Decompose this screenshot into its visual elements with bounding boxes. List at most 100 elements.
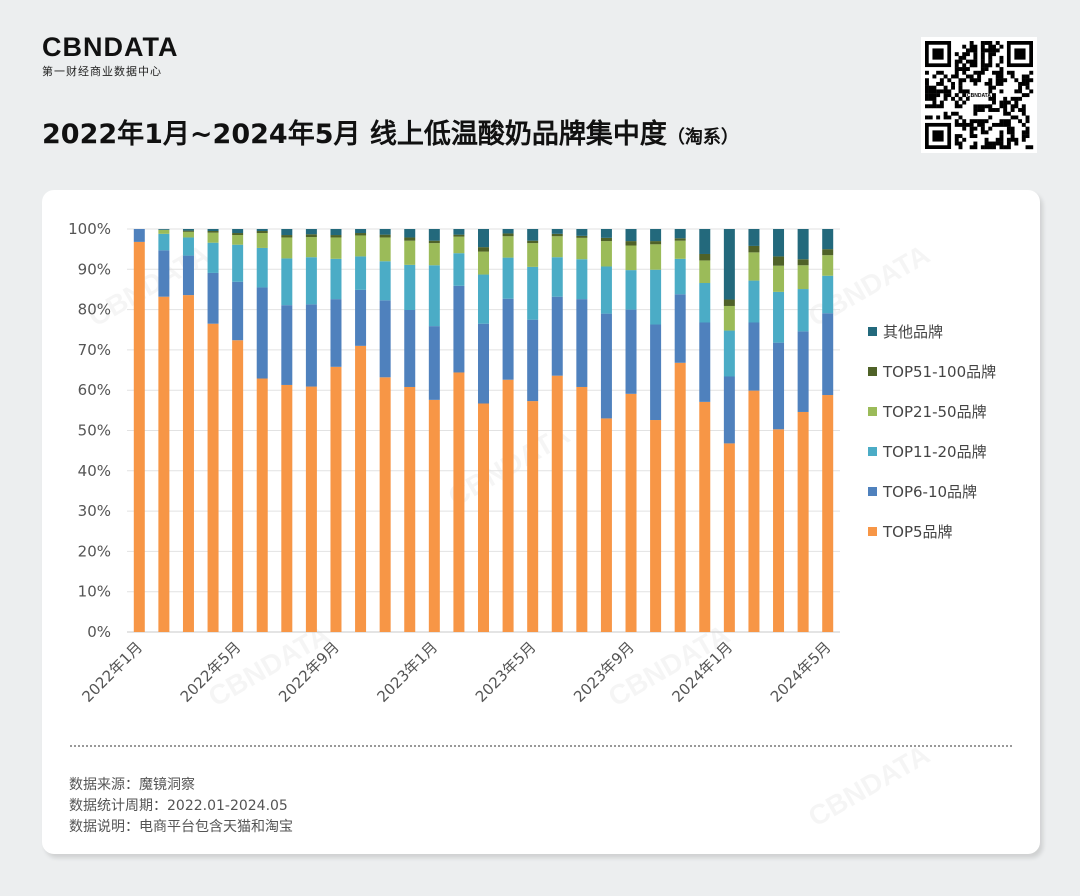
qr-module — [973, 111, 978, 116]
qr-module — [1006, 111, 1011, 116]
qr-module — [1003, 145, 1008, 150]
qr-module — [965, 67, 970, 71]
qr-module — [980, 63, 985, 68]
bar-segment — [256, 378, 268, 632]
qr-module — [980, 55, 985, 60]
bar-segment — [625, 393, 637, 632]
qr-module — [969, 59, 974, 64]
bar-segment — [527, 243, 539, 267]
bar-segment — [650, 241, 662, 245]
bar-segment — [773, 291, 785, 343]
qr-module — [954, 63, 959, 68]
qr-module — [1025, 130, 1030, 135]
bar-segment — [379, 300, 391, 378]
y-tick-label: 0% — [87, 623, 111, 641]
bar-segment — [404, 229, 416, 238]
qr-module — [1006, 100, 1011, 105]
bar-segment — [182, 295, 194, 632]
qr-module — [928, 104, 933, 109]
qr-module — [973, 44, 978, 49]
bar-segment — [674, 294, 686, 363]
qr-module — [962, 78, 967, 83]
qr-module — [943, 96, 948, 101]
qr-module — [980, 52, 985, 57]
qr-module — [1018, 108, 1023, 112]
qr-module — [954, 74, 959, 79]
qr-module — [1014, 141, 1019, 146]
qr-module — [1025, 81, 1030, 86]
qr-module — [965, 52, 970, 57]
qr-module — [962, 55, 967, 60]
bar-segment — [232, 233, 244, 236]
qr-module — [995, 141, 1000, 146]
bar-segment — [748, 252, 760, 281]
qr-module — [969, 78, 974, 83]
qr-module — [995, 48, 1000, 53]
qr-module — [1025, 134, 1030, 139]
qr-module — [962, 93, 967, 98]
bar-segment — [428, 399, 440, 632]
bar-segment — [600, 229, 612, 238]
bar-segment — [576, 235, 588, 238]
qr-module — [962, 52, 967, 57]
qr-module — [988, 141, 993, 146]
qr-module — [984, 41, 989, 45]
qr-module — [958, 81, 963, 86]
qr-module — [925, 70, 929, 75]
qr-module — [1006, 119, 1011, 124]
qr-module — [965, 74, 970, 79]
bar-segment — [404, 386, 416, 632]
bar-segment — [256, 247, 268, 288]
bar-segment — [256, 231, 268, 234]
qr-module — [1006, 70, 1011, 75]
qr-module — [943, 74, 948, 79]
y-tick-label: 60% — [78, 381, 111, 399]
title-suffix: （淘系） — [666, 127, 739, 148]
qr-module — [980, 44, 985, 49]
bar-segment — [453, 234, 465, 237]
bar-segment — [453, 229, 465, 235]
qr-module — [1014, 48, 1026, 60]
qr-module — [1021, 111, 1026, 116]
qr-module — [958, 134, 963, 139]
y-tick-label: 100% — [68, 220, 111, 238]
qr-module — [1021, 122, 1026, 127]
qr-module — [1014, 104, 1019, 109]
bar-segment — [182, 255, 194, 296]
qr-module — [973, 108, 978, 112]
bar-segment — [207, 229, 219, 232]
bar-segment — [207, 232, 219, 243]
qr-module — [932, 89, 937, 94]
qr-module — [1025, 119, 1030, 124]
qr-module — [969, 122, 974, 127]
qr-module — [954, 59, 959, 64]
bar-segment — [502, 229, 514, 234]
bar-segment — [748, 229, 760, 246]
legend-label: TOP51-100品牌 — [882, 363, 996, 381]
qr-module — [936, 115, 941, 120]
qr-module — [988, 104, 993, 109]
qr-module — [988, 126, 993, 131]
qr-module — [999, 67, 1004, 71]
qr-module — [954, 137, 959, 142]
qr-module — [1029, 145, 1034, 150]
legend-label: TOP6-10品牌 — [882, 483, 977, 501]
bar-segment — [428, 243, 440, 266]
x-tick-label: 2022年5月 — [177, 638, 245, 706]
qr-module — [1014, 115, 1019, 120]
qr-module — [954, 100, 959, 105]
qr-code: CBNDATA — [921, 37, 1037, 153]
bar-segment — [527, 229, 539, 241]
legend-swatch — [868, 447, 877, 456]
bar-segment — [232, 340, 244, 632]
qr-module — [969, 41, 974, 45]
qr-module — [958, 115, 963, 120]
qr-module — [980, 130, 985, 135]
qr-module — [962, 67, 967, 71]
qr-module — [1025, 78, 1030, 83]
qr-module — [988, 78, 993, 83]
qr-module — [984, 67, 989, 71]
qr-module — [1003, 100, 1008, 105]
qr-module — [988, 81, 993, 86]
qr-module — [973, 55, 978, 60]
